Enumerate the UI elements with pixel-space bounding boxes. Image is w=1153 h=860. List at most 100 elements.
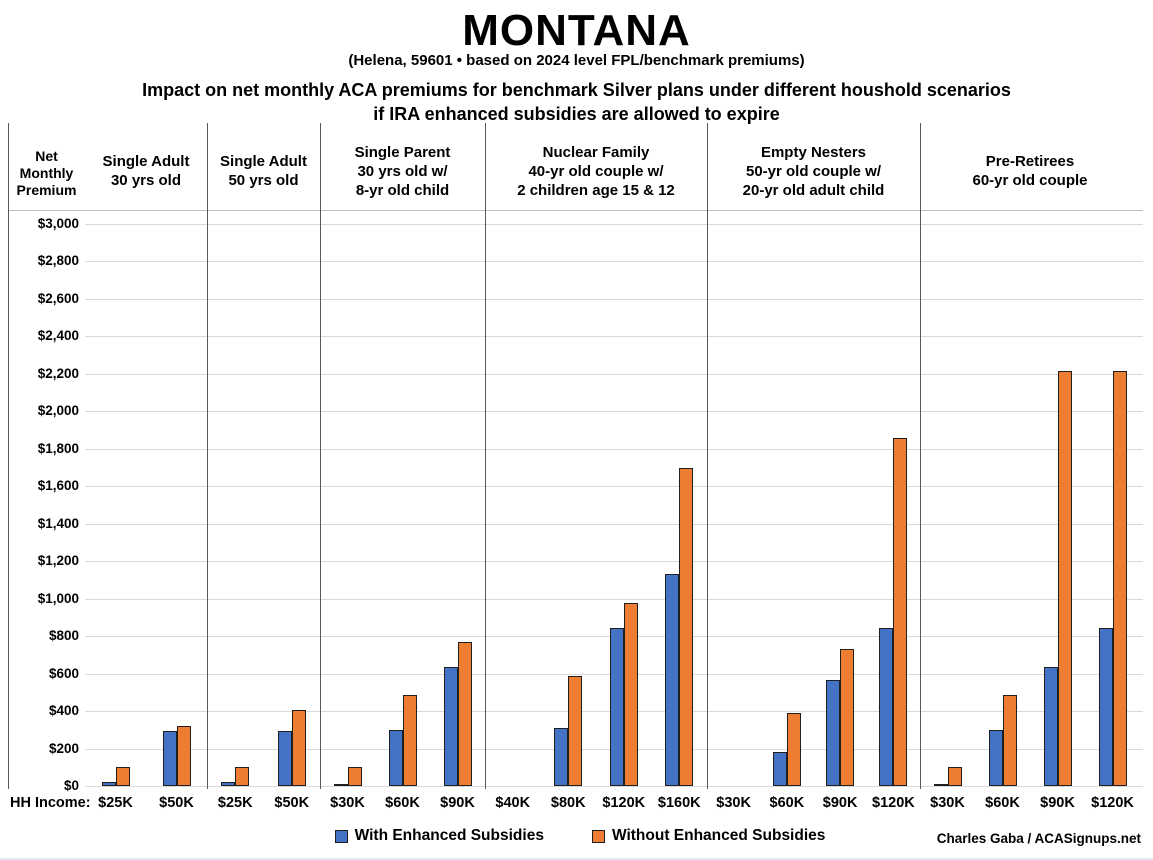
- bar-with-enhanced: [333, 784, 348, 787]
- y-gridline: [85, 486, 1143, 488]
- y-tick-label: $0: [63, 778, 79, 793]
- income-tick-label: $60K: [769, 795, 805, 811]
- y-gridline: [85, 224, 1143, 225]
- income-tick-label: $60K: [385, 795, 420, 811]
- group-header: Single Adult 50 yrs old: [220, 153, 307, 189]
- bar-without-enhanced: [1002, 695, 1017, 786]
- bar-without-enhanced: [1112, 371, 1127, 786]
- credit-attribution: Charles Gaba / ACASignups.net: [936, 831, 1141, 846]
- header-separator-line: [8, 210, 1143, 211]
- group-divider: [207, 123, 208, 789]
- legend-item-without-enhanced: Without Enhanced Subsidies: [591, 827, 826, 845]
- group-divider: [920, 123, 921, 789]
- legend-label: With Enhanced Subsidies: [354, 827, 544, 844]
- y-gridline: [85, 523, 1143, 525]
- income-tick-label: $50K: [159, 795, 194, 811]
- bar-with-enhanced: [162, 730, 177, 786]
- bar-without-enhanced: [1057, 371, 1072, 786]
- bar-with-enhanced: [388, 729, 403, 786]
- bar-without-enhanced: [176, 726, 191, 786]
- bar-with-enhanced: [277, 730, 292, 786]
- y-gridline: [85, 448, 1143, 450]
- y-gridline: [85, 336, 1143, 338]
- y-tick-label: $2,600: [37, 290, 79, 306]
- chart-subtitle: (Helena, 59601 • based on 2024 level FPL…: [348, 52, 805, 69]
- chart-legend: With Enhanced Subsidies Without Enhanced…: [280, 827, 880, 845]
- y-tick-label: $1,800: [37, 440, 79, 456]
- group-header: Single Adult 30 yrs old: [102, 153, 190, 189]
- income-tick-label: $90K: [1040, 795, 1075, 811]
- y-tick-label: $3,000: [37, 216, 79, 231]
- y-gridline: [85, 561, 1143, 563]
- y-tick-label: $1,400: [37, 515, 79, 531]
- bar-without-enhanced: [291, 710, 306, 786]
- income-tick-label: $120K: [872, 795, 915, 811]
- y-tick-label: $2,200: [37, 365, 79, 381]
- bar-with-enhanced: [933, 784, 948, 787]
- bar-with-enhanced: [609, 627, 624, 786]
- bar-without-enhanced: [347, 767, 362, 786]
- y-gridline: [85, 261, 1143, 263]
- bar-with-enhanced: [1098, 627, 1113, 786]
- income-tick-label: $80K: [550, 795, 586, 811]
- legend-label: Without Enhanced Subsidies: [611, 827, 826, 844]
- income-tick-label: $25K: [98, 795, 133, 811]
- bar-without-enhanced: [947, 767, 962, 786]
- y-axis-title: Net Monthly Premium: [16, 148, 77, 198]
- legend-swatch-orange: [591, 829, 605, 843]
- bar-without-enhanced: [840, 649, 855, 786]
- income-tick-label: $90K: [822, 795, 858, 811]
- y-tick-label: $1,000: [37, 590, 79, 606]
- chart-left-border: [8, 123, 9, 789]
- x-axis-title: HH Income:: [10, 795, 91, 811]
- y-tick-label: $1,600: [37, 478, 79, 494]
- group-divider: [320, 123, 321, 789]
- bar-with-enhanced: [443, 667, 458, 786]
- bar-without-enhanced: [786, 712, 801, 786]
- income-tick-label: $25K: [217, 795, 253, 811]
- bar-with-enhanced: [826, 680, 841, 786]
- y-tick-label: $2,800: [37, 253, 79, 269]
- y-gridline: [85, 298, 1143, 300]
- income-tick-label: $120K: [602, 795, 646, 811]
- income-tick-label: $50K: [274, 795, 310, 811]
- bar-without-enhanced: [679, 468, 694, 786]
- y-tick-label: $600: [48, 665, 79, 681]
- bar-without-enhanced: [893, 438, 908, 786]
- group-divider: [707, 123, 708, 789]
- y-gridline: [85, 411, 1143, 413]
- y-tick-label: $2,400: [37, 328, 79, 344]
- group-header: Empty Nesters 50-yr old couple w/ 20-yr …: [742, 143, 885, 199]
- chart-title: MONTANA: [462, 6, 691, 55]
- bar-with-enhanced: [772, 752, 787, 786]
- bar-with-enhanced: [665, 574, 680, 786]
- bar-without-enhanced: [568, 676, 583, 786]
- y-gridline: [85, 598, 1143, 600]
- income-tick-label: $30K: [930, 795, 965, 811]
- bar-with-enhanced: [101, 782, 116, 786]
- bar-with-enhanced: [1043, 667, 1058, 786]
- group-header: Nuclear Family 40-yr old couple w/ 2 chi…: [517, 143, 675, 199]
- income-tick-label: $30K: [330, 795, 365, 811]
- chart-description-line1: Impact on net monthly ACA premiums for b…: [142, 80, 1011, 100]
- bar-with-enhanced: [221, 782, 236, 786]
- income-tick-label: $120K: [1091, 795, 1134, 811]
- bar-without-enhanced: [402, 695, 417, 786]
- bar-with-enhanced: [988, 729, 1003, 786]
- y-tick-label: $2,000: [37, 403, 79, 419]
- income-tick-label: $160K: [657, 795, 701, 811]
- income-tick-label: $60K: [985, 795, 1020, 811]
- y-tick-label: $800: [48, 628, 79, 644]
- group-divider: [485, 123, 486, 789]
- y-tick-label: $400: [48, 703, 79, 719]
- bar-without-enhanced: [115, 767, 130, 786]
- y-gridline: [85, 373, 1143, 375]
- bar-without-enhanced: [623, 603, 638, 786]
- bar-with-enhanced: [879, 627, 894, 786]
- chart-description-line2: if IRA enhanced subsidies are allowed to…: [373, 104, 780, 124]
- income-tick-label: $40K: [495, 795, 531, 811]
- bar-with-enhanced: [554, 727, 569, 786]
- y-gridline: [85, 786, 1143, 787]
- group-header: Pre-Retirees 60-yr old couple: [972, 153, 1088, 189]
